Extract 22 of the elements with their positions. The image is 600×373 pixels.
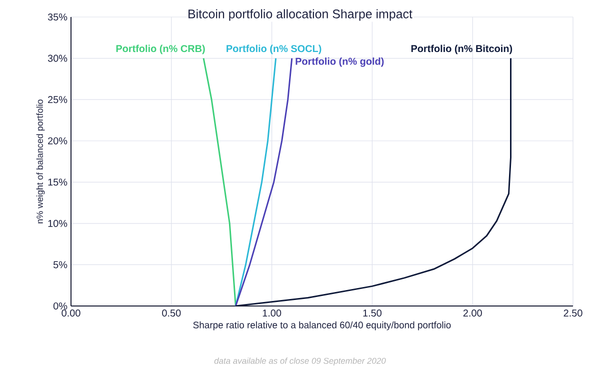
- series-label: Portfolio (n% CRB): [116, 44, 205, 54]
- x-tick-label: 2.00: [463, 310, 482, 317]
- y-tick-label: 25%: [48, 96, 68, 104]
- series-label: Portfolio (n% SOCL): [226, 44, 322, 54]
- series-label: Portfolio (n% gold): [296, 57, 384, 67]
- y-tick-label: 20%: [48, 137, 68, 144]
- y-tick-label: 5%: [53, 261, 68, 268]
- y-tick-label: 35%: [48, 13, 68, 21]
- y-tick-label: 10%: [48, 220, 68, 227]
- y-axis-title: n% weight of balanced portfolio: [36, 100, 45, 224]
- x-tick-label: 1.50: [363, 310, 382, 317]
- x-tick-label: 1.00: [262, 310, 282, 317]
- x-axis-title: Sharpe ratio relative to a balanced 60/40 equity/bond portfolio: [193, 321, 451, 330]
- chart-title: Bitcoin portfolio allocation Sharpe impact: [188, 9, 412, 21]
- series-label: Portfolio (n% Bitcoin): [411, 44, 512, 54]
- x-tick-label: 0.00: [62, 310, 80, 317]
- text: data available as of close 09 September 2020: [214, 358, 386, 366]
- y-tick-label: 15%: [48, 178, 68, 186]
- x-tick-label: 2.50: [564, 310, 582, 317]
- x-tick-label: 0.50: [162, 310, 181, 317]
- y-tick-label: 30%: [48, 54, 68, 62]
- y-tick-label: 0%: [53, 302, 68, 310]
